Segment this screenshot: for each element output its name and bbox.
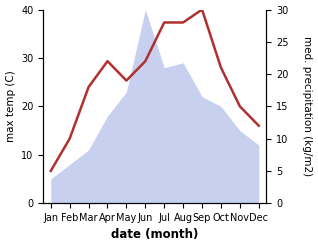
Y-axis label: max temp (C): max temp (C)	[5, 70, 16, 142]
X-axis label: date (month): date (month)	[111, 228, 198, 242]
Y-axis label: med. precipitation (kg/m2): med. precipitation (kg/m2)	[302, 36, 313, 176]
